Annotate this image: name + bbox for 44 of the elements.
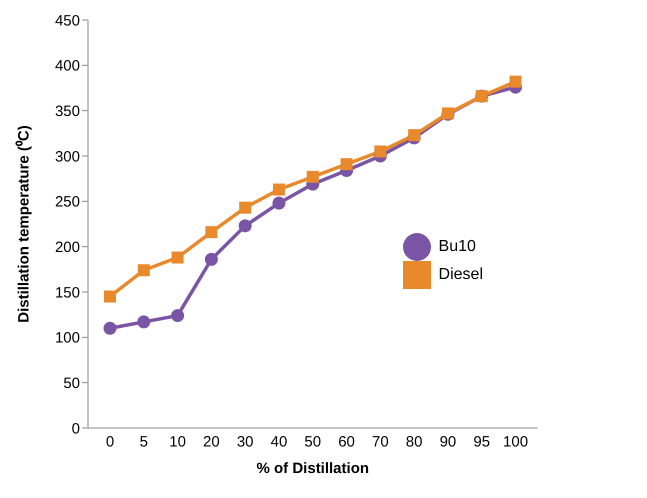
legend-label: Bu10	[438, 238, 476, 256]
legend-label: Diesel	[438, 266, 483, 284]
x-tick-label: 20	[203, 434, 220, 451]
point	[238, 219, 252, 232]
y-tick-label: 100	[54, 330, 80, 347]
point	[137, 315, 150, 328]
point	[204, 252, 218, 266]
x-axis-title: % of Distillation	[256, 460, 370, 477]
x-tick-label: 30	[236, 434, 254, 451]
point	[306, 170, 319, 183]
point	[340, 158, 353, 170]
point	[272, 196, 286, 210]
x-tick-label: 60	[338, 434, 355, 451]
point	[171, 309, 184, 322]
y-tick-label: 300	[54, 148, 80, 166]
point	[510, 76, 522, 88]
x-tick-label: 40	[270, 434, 288, 451]
x-tick-label: 10	[169, 434, 186, 451]
x-tick-label: 80	[406, 434, 422, 451]
point	[408, 129, 420, 142]
point	[104, 322, 116, 335]
x-tick-label: 100	[503, 434, 528, 451]
point	[104, 290, 116, 303]
x-tick-label: 50	[304, 434, 322, 451]
y-tick-label: 150	[54, 284, 80, 302]
y-tick-label: 0	[72, 420, 80, 438]
point	[239, 202, 252, 214]
y-tick-label: 400	[54, 58, 80, 75]
y-axis-title: Distillation temperature (⁰C)	[14, 125, 32, 323]
point	[374, 145, 386, 158]
point	[172, 252, 184, 264]
y-tick-label: 450	[54, 12, 80, 30]
x-tick-label: 90	[440, 434, 456, 451]
x-tick-label: 95	[473, 434, 490, 451]
x-tick-label: 0	[106, 434, 114, 451]
y-tick-label: 250	[54, 194, 80, 211]
point	[205, 226, 218, 238]
y-tick-label: 200	[54, 238, 80, 256]
y-tick-label: 350	[54, 102, 80, 120]
x-tick-label: 70	[372, 434, 389, 451]
point	[272, 184, 285, 196]
point	[138, 264, 150, 276]
x-tick-label: 5	[140, 434, 148, 451]
y-tick-label: 50	[63, 374, 80, 392]
